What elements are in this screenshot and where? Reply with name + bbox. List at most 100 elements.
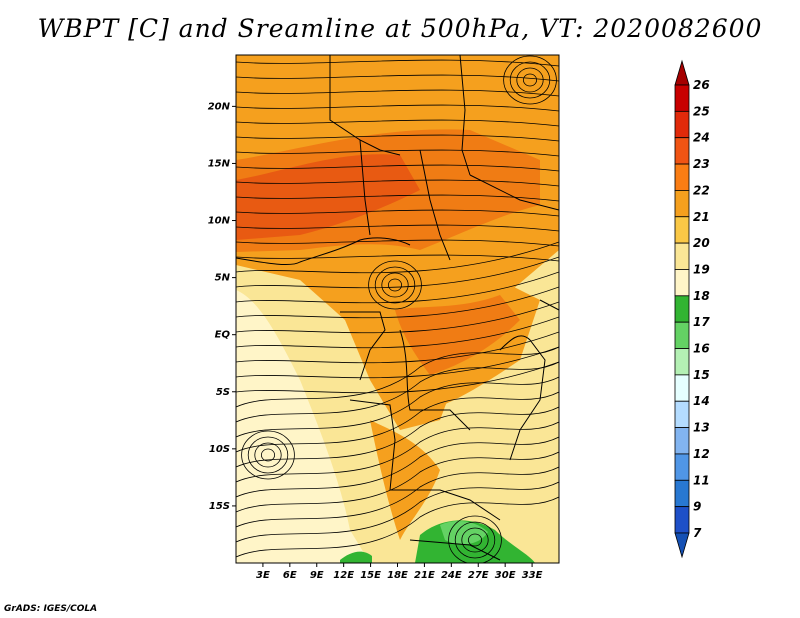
colorbar-segment bbox=[674, 479, 690, 508]
colorbar-label: 20 bbox=[693, 236, 710, 250]
colorbar-segment bbox=[674, 84, 690, 112]
zone-20-south bbox=[370, 420, 440, 540]
streamline-vortex bbox=[241, 430, 295, 480]
streamline bbox=[236, 406, 559, 468]
lat-tick-label: 10S bbox=[209, 444, 230, 455]
streamline bbox=[236, 239, 559, 247]
colorbar-label: 12 bbox=[693, 447, 710, 461]
colorbar-bottom-arrow bbox=[674, 532, 690, 559]
longitude-axis: 3E 6E 9E 12E 15E 18E 21E 24E 27E 30E 33E bbox=[256, 563, 543, 581]
streamline bbox=[236, 89, 559, 97]
streamline bbox=[236, 451, 559, 513]
lon-tick-label: 24E bbox=[441, 570, 462, 581]
streamline bbox=[236, 256, 559, 289]
streamline bbox=[236, 59, 559, 67]
streamline bbox=[236, 74, 559, 82]
streamline bbox=[236, 316, 559, 349]
colorbar-label: 15 bbox=[693, 368, 710, 382]
lat-tick-label: EQ bbox=[215, 330, 231, 341]
colorbar-top-arrow bbox=[674, 59, 690, 86]
map-title: WBPT [C] and Sreamline at 500hPa, VT: 20… bbox=[37, 14, 763, 43]
streamline bbox=[236, 104, 559, 112]
colorbar-label: 14 bbox=[693, 394, 710, 408]
zone-18-small bbox=[340, 551, 372, 563]
streamline bbox=[236, 421, 559, 483]
lat-tick-label: 20N bbox=[208, 101, 231, 112]
streamline bbox=[236, 134, 559, 142]
colorbar-segment bbox=[674, 190, 690, 218]
lat-tick-label: 15N bbox=[208, 158, 231, 169]
streamline-vortex bbox=[516, 67, 544, 93]
colorbar-segment bbox=[674, 110, 690, 139]
streamline bbox=[236, 496, 559, 558]
streamline-vortex bbox=[503, 55, 557, 105]
lon-tick-label: 6E bbox=[283, 570, 297, 581]
colorbar-segment bbox=[674, 216, 690, 244]
colorbar-label: 23 bbox=[693, 157, 710, 171]
lon-tick-label: 12E bbox=[333, 570, 354, 581]
colorbar-segment bbox=[674, 348, 690, 376]
streamline bbox=[236, 271, 559, 304]
streamline bbox=[236, 179, 559, 187]
lon-tick-label: 21E bbox=[414, 570, 435, 581]
colorbar-label: 18 bbox=[693, 289, 710, 303]
colorbar-label: 26 bbox=[693, 78, 710, 92]
colorbar-label: 25 bbox=[693, 104, 710, 118]
streamline bbox=[236, 466, 559, 528]
streamline-vortex bbox=[374, 266, 416, 304]
colorbar-label: 9 bbox=[693, 500, 701, 514]
streamline bbox=[236, 361, 559, 394]
colorbar-label: 21 bbox=[693, 210, 710, 224]
streamline bbox=[236, 194, 559, 202]
colorbar-label: 19 bbox=[693, 262, 710, 276]
zone-23-core bbox=[236, 154, 420, 240]
streamline bbox=[236, 346, 559, 379]
colorbar-segment bbox=[674, 242, 690, 270]
country-borders bbox=[236, 55, 559, 561]
colorbar-segment bbox=[674, 506, 690, 534]
lon-tick-label: 27E bbox=[468, 570, 489, 581]
lon-tick-label: 3E bbox=[256, 570, 270, 581]
streamline-vortex bbox=[448, 515, 502, 563]
zone-19-west bbox=[236, 290, 370, 563]
streamline bbox=[236, 361, 559, 423]
lat-tick-label: 15S bbox=[209, 501, 230, 512]
streamline-vortex bbox=[461, 527, 489, 553]
latitude-axis: 20N 15N 10N 5N EQ 5S 10S 15S bbox=[208, 101, 236, 512]
streamlines bbox=[236, 55, 559, 563]
streamline-vortex bbox=[387, 278, 402, 292]
streamline-vortex bbox=[381, 272, 409, 298]
lat-tick-label: 10N bbox=[208, 216, 231, 227]
streamline bbox=[236, 209, 559, 217]
streamline-vortex bbox=[467, 533, 482, 547]
colorbar-label: 7 bbox=[693, 526, 702, 540]
colorbar-segment bbox=[674, 137, 690, 165]
streamline-vortex bbox=[523, 73, 538, 87]
lon-tick-label: 9E bbox=[310, 570, 324, 581]
colorbar-label: 13 bbox=[693, 421, 710, 435]
streamline-vortex bbox=[247, 436, 289, 474]
colorbar-segment bbox=[674, 374, 690, 402]
streamline-vortex bbox=[260, 448, 275, 462]
streamline bbox=[236, 376, 559, 438]
streamline bbox=[236, 149, 559, 157]
colorbar-segment bbox=[674, 269, 690, 297]
lat-tick-label: 5N bbox=[215, 273, 231, 284]
streamline bbox=[236, 286, 559, 319]
grads-credit: GrADS: IGES/COLA bbox=[4, 604, 98, 614]
colorbar-label: 17 bbox=[693, 315, 710, 329]
colorbar-label: 11 bbox=[693, 473, 710, 487]
colorbar-segment bbox=[674, 295, 690, 323]
streamline-vortex bbox=[454, 521, 496, 559]
streamline-vortex bbox=[368, 260, 422, 310]
lon-tick-label: 18E bbox=[387, 570, 408, 581]
streamline-vortex bbox=[254, 442, 282, 468]
streamline bbox=[236, 301, 559, 334]
colorbar-segment bbox=[674, 321, 690, 349]
streamline bbox=[236, 331, 559, 364]
lon-tick-label: 30E bbox=[495, 570, 516, 581]
lon-tick-label: 33E bbox=[522, 570, 543, 581]
streamline-vortex bbox=[509, 61, 551, 99]
colorbar-label: 24 bbox=[693, 131, 710, 145]
